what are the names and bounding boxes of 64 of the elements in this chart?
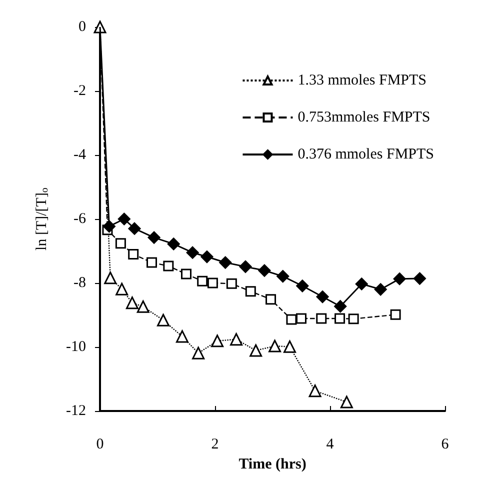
point <box>146 257 157 268</box>
point <box>239 260 252 273</box>
point <box>340 396 353 408</box>
x-tick-label: 6 <box>441 436 450 452</box>
point <box>413 272 426 285</box>
point <box>128 222 141 235</box>
point <box>308 384 322 398</box>
point <box>393 272 406 286</box>
point <box>176 330 188 343</box>
x-axis-title: Time (hrs) <box>238 456 306 472</box>
y-tick-label: -12 <box>66 403 86 419</box>
point <box>128 248 139 260</box>
point <box>102 220 116 233</box>
point <box>148 231 160 244</box>
point <box>197 276 208 286</box>
legend-label: 1.33 mmoles FMPTS <box>298 72 427 88</box>
point <box>250 344 262 357</box>
point <box>219 256 232 269</box>
point <box>390 309 401 320</box>
point <box>316 290 329 304</box>
point <box>181 268 192 280</box>
point <box>163 260 174 272</box>
point <box>286 314 297 325</box>
legend-label: 0.376 mmoles FMPTS <box>298 146 434 162</box>
point <box>276 270 290 283</box>
x-tick-label: 0 <box>96 436 104 452</box>
point <box>104 272 117 284</box>
point <box>374 283 387 296</box>
point <box>355 278 368 290</box>
point <box>316 313 327 324</box>
point <box>296 313 306 324</box>
point <box>200 250 214 264</box>
legend-label: 0.753mmoles FMPTS <box>298 110 430 126</box>
point <box>268 340 282 352</box>
point <box>230 333 243 346</box>
point <box>284 340 296 353</box>
point <box>126 296 138 310</box>
point <box>192 346 205 360</box>
point <box>115 238 126 249</box>
point <box>296 280 309 292</box>
point <box>258 264 271 277</box>
point <box>334 300 347 313</box>
point <box>334 313 346 324</box>
y-tick-label: 0 <box>78 19 86 35</box>
y-tick-label: -8 <box>74 275 86 291</box>
point <box>226 278 237 289</box>
y-tick-label: -2 <box>74 83 86 99</box>
point <box>266 294 276 305</box>
x-tick-label: 2 <box>211 436 219 452</box>
x-tick-label: 4 <box>326 436 334 452</box>
point <box>116 282 128 296</box>
point <box>167 238 180 250</box>
y-tick-label: -6 <box>74 211 86 227</box>
y-tick-label: -10 <box>66 339 86 355</box>
point <box>118 212 130 226</box>
y-axis-title: ln [T]/[T]o <box>34 188 50 250</box>
point <box>186 246 199 259</box>
point <box>157 314 170 326</box>
point <box>211 334 224 348</box>
point <box>136 300 150 313</box>
y-tick-label: -4 <box>74 147 86 163</box>
point <box>245 286 256 297</box>
point <box>207 278 218 288</box>
point <box>348 314 359 324</box>
